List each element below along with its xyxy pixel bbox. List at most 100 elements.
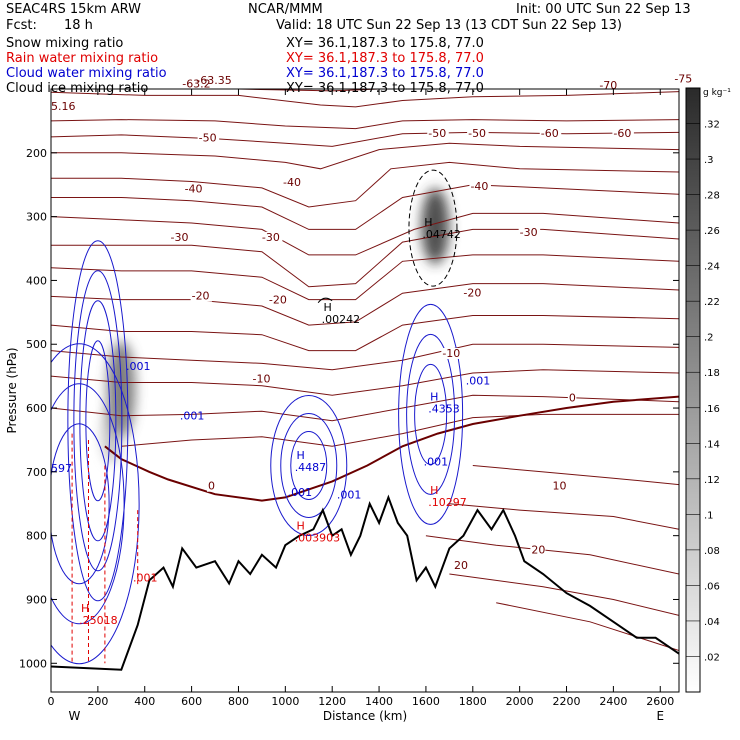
temperature-contour-label: 10 xyxy=(552,480,566,493)
temperature-contour xyxy=(449,573,679,616)
y-tick-label: 900 xyxy=(26,593,47,606)
colorbar-unit: g kg⁻¹ xyxy=(703,88,731,98)
maximum-marker: H xyxy=(430,484,438,497)
maximum-marker: H xyxy=(424,216,432,229)
cloud-water-contour xyxy=(414,363,448,465)
colorbar-tick-label: .14 xyxy=(704,439,720,450)
cloud-ice-contour xyxy=(408,169,458,287)
maximum-value: .04742 xyxy=(422,228,461,241)
temperature-contour-label: 0 xyxy=(569,392,576,405)
temperature-contour xyxy=(51,184,679,230)
label-knockout xyxy=(190,290,213,302)
field-cloudice-xy: XY= 36.1,187.3 to 175.8, 77.0 xyxy=(286,81,484,96)
colorbar-tick-label: .02 xyxy=(704,652,720,663)
maximum-value: .4487 xyxy=(295,461,327,474)
cloud-water-contour xyxy=(85,340,111,502)
y-tick-label: 700 xyxy=(26,466,47,479)
temperature-contour-label: 20 xyxy=(454,559,468,572)
x-tick-label: 2600 xyxy=(646,695,674,708)
label-knockout xyxy=(169,231,192,243)
label-knockout xyxy=(467,127,489,139)
temperature-contour-label: -30 xyxy=(171,231,189,244)
label-knockout xyxy=(51,101,78,113)
temperature-contour xyxy=(51,394,679,422)
cloud-water-contour xyxy=(290,430,328,500)
contour-value-label: .001 xyxy=(466,374,491,387)
temperature-contour xyxy=(472,465,679,486)
x-axis-label: Distance (km) xyxy=(323,709,407,723)
label-knockout xyxy=(207,480,216,492)
x-tick-label: 0 xyxy=(48,695,55,708)
x-tick-label: 400 xyxy=(134,695,155,708)
cloud-water-contour xyxy=(67,240,129,602)
y-tick-label: 200 xyxy=(26,147,47,160)
cloud-water-contour xyxy=(51,383,125,625)
valid-time: Valid: 18 UTC Sun 22 Sep 13 (13 CDT Sun … xyxy=(276,18,622,33)
x-tick-label: 2000 xyxy=(506,695,534,708)
colorbar-tick-label: .2 xyxy=(704,333,714,344)
contour-value-label: .001 xyxy=(180,410,205,423)
maximum-value: .4353 xyxy=(428,402,460,415)
x-tick-label: 1000 xyxy=(271,695,299,708)
label-knockout xyxy=(267,294,290,306)
colorbar-tick-label: .12 xyxy=(704,475,720,486)
contour-value-label: .001 xyxy=(424,455,449,468)
label-knockout xyxy=(197,132,220,144)
temperature-contour-label: -60 xyxy=(541,127,559,140)
temperature-contour xyxy=(51,161,679,208)
colorbar-tick-label: .3 xyxy=(704,155,714,166)
label-knockout xyxy=(281,176,304,188)
plot-frame xyxy=(50,88,680,693)
maximum-value: .10297 xyxy=(428,496,467,509)
temperature-contour xyxy=(51,119,679,130)
x-tick-label: 1600 xyxy=(412,695,440,708)
zero-isotherm xyxy=(104,395,679,502)
label-knockout xyxy=(441,348,463,359)
field-snow-xy: XY= 36.1,187.3 to 175.8, 77.0 xyxy=(286,36,484,51)
contour-value-label: 597 xyxy=(51,462,72,475)
colorbar-tick-label: .28 xyxy=(704,191,720,202)
y-tick-label: 800 xyxy=(26,530,47,543)
temperature-contour-label: -63.35 xyxy=(196,74,231,87)
x-end-label-east: E xyxy=(656,709,664,723)
cloud-water-contour xyxy=(406,333,456,495)
label-knockout xyxy=(539,127,562,139)
label-knockout xyxy=(530,544,546,556)
x-tick-label: 1400 xyxy=(365,695,393,708)
temperature-contour-label: -50 xyxy=(199,131,217,144)
y-tick-label: 500 xyxy=(26,338,47,351)
label-knockout xyxy=(551,480,567,492)
field-rain-xy: XY= 36.1,187.3 to 175.8, 77.0 xyxy=(286,51,484,66)
x-tick-label: 1800 xyxy=(459,695,487,708)
contour-value-label: .001 xyxy=(288,486,313,499)
colorbar-tick-label: .06 xyxy=(704,581,720,592)
temperature-contour-label: -50 xyxy=(468,127,486,140)
label-knockout xyxy=(469,180,491,192)
center-title: NCAR/MMM xyxy=(248,2,323,17)
label-knockout xyxy=(567,392,577,404)
x-tick-label: 2400 xyxy=(599,695,627,708)
snow-shading-west-lower xyxy=(101,403,122,464)
colorbar-tick-label: .04 xyxy=(704,617,720,628)
x-tick-label: 200 xyxy=(87,695,108,708)
x-end-label-west: W xyxy=(68,709,80,723)
x-tick-label: 800 xyxy=(228,695,249,708)
temperature-contour-label: -40 xyxy=(283,176,301,189)
temperature-contour-label: -40 xyxy=(185,182,203,195)
label-knockout xyxy=(462,287,484,299)
temperature-contour-label: 0 xyxy=(208,480,215,493)
cloud-water-contour xyxy=(79,300,117,542)
temperature-contour xyxy=(496,602,679,651)
colorbar xyxy=(685,87,701,693)
maximum-marker: H xyxy=(297,519,305,532)
temperature-contour xyxy=(51,254,679,301)
temperature-contour xyxy=(51,283,679,326)
cloud-water-contour xyxy=(280,412,338,518)
terrain-line xyxy=(51,494,679,671)
x-tick-label: 2200 xyxy=(553,695,581,708)
x-tick-label: 1200 xyxy=(318,695,346,708)
cloud-water-contour xyxy=(73,270,123,572)
temperature-contour xyxy=(51,343,679,371)
y-tick-label: 1000 xyxy=(19,657,47,670)
